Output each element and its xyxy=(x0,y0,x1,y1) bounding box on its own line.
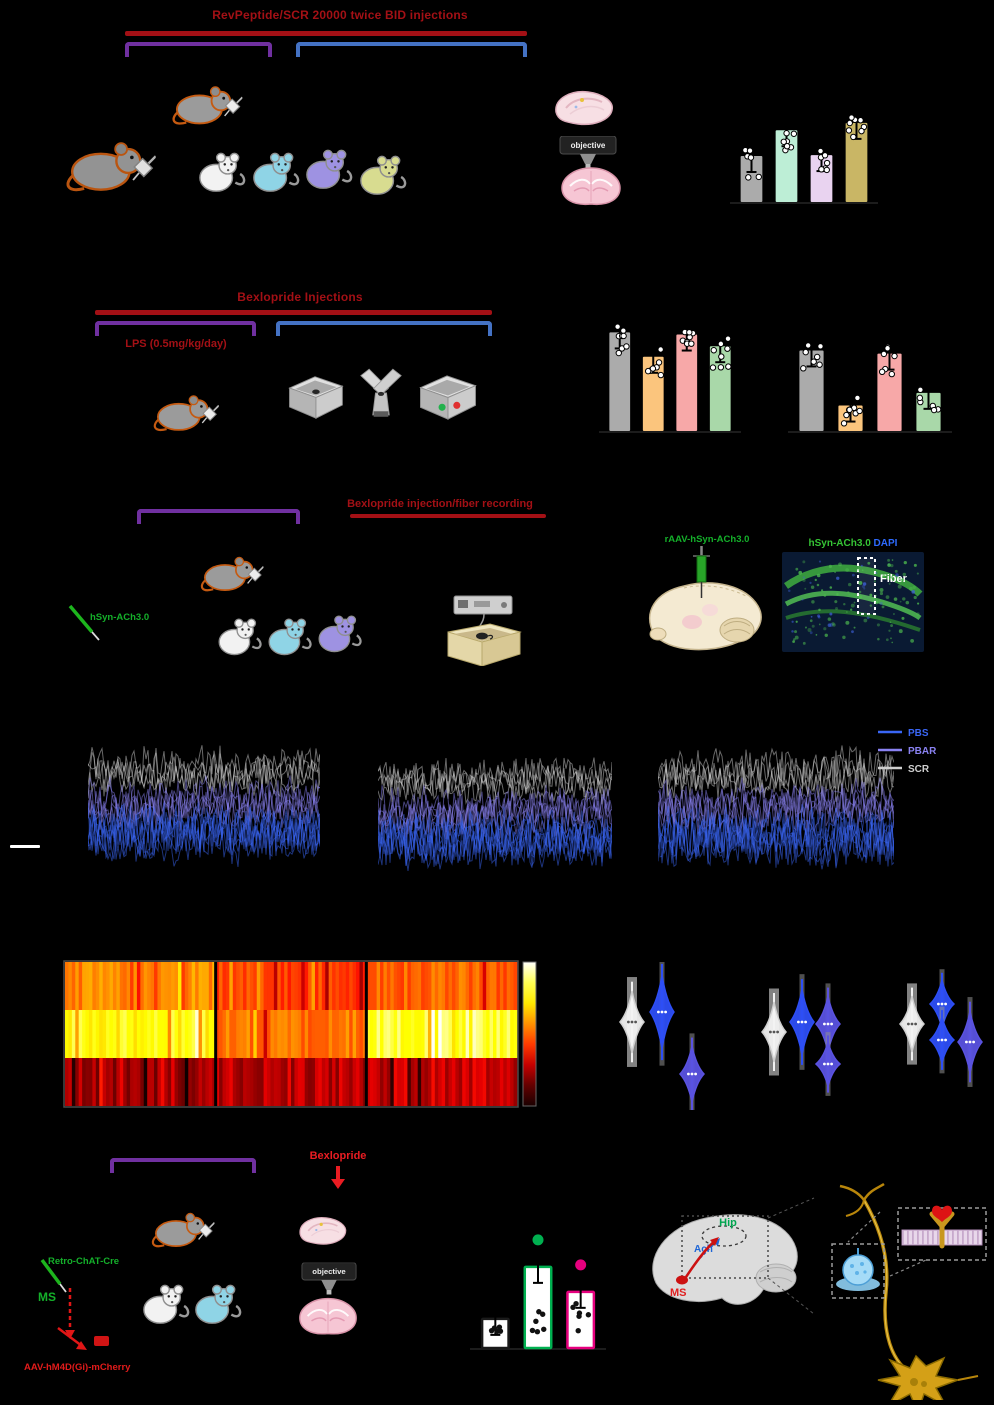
heatmap-colorbar xyxy=(522,961,537,1107)
mouse-group-2 xyxy=(246,150,302,196)
dreadd-label: AAV-hM4D(Gi)-mCherry xyxy=(24,1362,131,1373)
bar-chart-b2 xyxy=(788,331,952,433)
coronal-brain-a xyxy=(556,166,626,208)
bar-chart-bottom xyxy=(470,1234,606,1350)
panel-b-title: Bexlopride Injections xyxy=(237,290,363,304)
retro-injection-diagram xyxy=(40,1258,109,1350)
histology-image: Fiber xyxy=(782,552,924,652)
injection-label-c: rAAV-hSyn-ACh3.0 xyxy=(664,534,750,545)
ms-label-brain: MS xyxy=(670,1287,687,1299)
mouse-c-3 xyxy=(312,613,364,656)
virus-label-c: hSyn-ACh3.0 xyxy=(90,612,150,623)
hip-label: Hip xyxy=(719,1217,737,1229)
mouse-d-2 xyxy=(188,1282,244,1328)
fiber-label: Fiber xyxy=(880,573,908,585)
legend-label-3: SCR xyxy=(908,764,930,775)
red-down-arrow xyxy=(331,1166,345,1189)
panel-b-bracket-right xyxy=(276,321,492,336)
bar-chart-b1 xyxy=(599,313,741,433)
panel-a-bracket-left xyxy=(125,42,272,57)
injection-mouse-a xyxy=(166,72,244,130)
microscope-a: objective xyxy=(558,136,618,177)
brain-slice-a xyxy=(546,86,620,128)
violin-group-3 xyxy=(898,969,983,1087)
cholinergic-neuron-diagram xyxy=(831,1182,987,1400)
mouse-group-1 xyxy=(192,150,248,196)
coronal-brain-d xyxy=(294,1296,362,1338)
histology-title: hSyn-ACh3.0 DAPI xyxy=(782,538,924,549)
open-field-box xyxy=(282,370,348,424)
objective-label-d: objective xyxy=(312,1267,346,1276)
brain-injection-diagram xyxy=(648,546,762,651)
panel-c-bracket xyxy=(137,509,300,524)
donor-mouse-a xyxy=(56,124,160,198)
panel-a-bracket-right xyxy=(296,42,527,57)
trace-legend: PBS PBAR SCR xyxy=(878,728,937,775)
mouse-group-4 xyxy=(353,153,409,199)
histology-label-green: hSyn-ACh3.0 xyxy=(808,538,871,549)
panel-c-title: Bexlopride injection/fiber recording xyxy=(347,498,533,510)
brain-circuit-schematic: Hip Ach MS xyxy=(652,1197,815,1315)
violin-group-2 xyxy=(761,974,842,1096)
mouse-d-1 xyxy=(136,1282,192,1328)
trace-scale-bar xyxy=(10,845,40,848)
panel-a-timeline-bar xyxy=(125,31,527,36)
trace-panel-1 xyxy=(88,745,320,867)
microscope-d: objective xyxy=(300,1262,358,1303)
injection-needle-icon xyxy=(68,604,100,641)
injection-mouse-c xyxy=(196,544,264,596)
legend-label-1: PBS xyxy=(908,728,929,739)
brain-slice-d xyxy=(292,1212,352,1248)
panel-b-bracket-left xyxy=(95,321,256,336)
fiber-photometry-rig xyxy=(447,595,522,666)
y-maze xyxy=(349,364,413,422)
mouse-c-2 xyxy=(262,616,314,659)
ach-label: Ach xyxy=(694,1244,713,1255)
violin-group-1 xyxy=(619,962,706,1110)
bar-chart-a xyxy=(730,103,878,204)
retro-virus-label: Retro-ChAT-Cre xyxy=(48,1256,120,1267)
ms-label-left: MS xyxy=(38,1290,56,1304)
mouse-c-1 xyxy=(212,616,264,659)
panel-b-timeline-bar xyxy=(95,310,492,315)
panel-a-title: RevPeptide/SCR 20000 twice BID injection… xyxy=(212,8,468,22)
objective-label-a: objective xyxy=(571,141,606,150)
trace-panel-2 xyxy=(378,757,612,871)
novel-object-box xyxy=(412,370,482,424)
injection-mouse-b xyxy=(148,382,220,436)
panel-c-underline xyxy=(350,514,546,518)
bottom-drug-label: Bexlopride xyxy=(309,1150,367,1162)
lps-label: LPS (0.5mg/kg/day) xyxy=(125,338,227,350)
trace-panel-3 xyxy=(658,745,894,870)
heatmap xyxy=(63,960,519,1108)
mouse-group-3 xyxy=(299,147,355,193)
histology-label-blue: DAPI xyxy=(873,538,898,549)
bottom-bracket xyxy=(110,1158,256,1173)
legend-label-2: PBAR xyxy=(908,746,937,757)
